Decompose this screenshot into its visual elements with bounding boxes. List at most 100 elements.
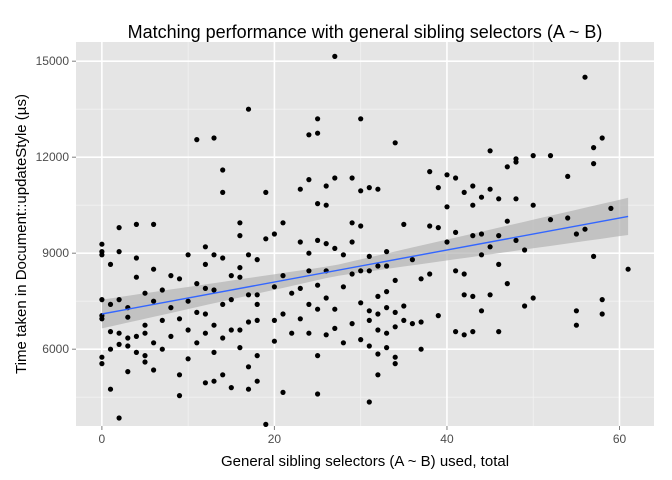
- data-point: [271, 338, 277, 344]
- data-point: [323, 295, 329, 301]
- data-point: [366, 308, 372, 314]
- data-point: [202, 380, 208, 386]
- x-tick-label: 60: [613, 432, 627, 446]
- data-point: [271, 284, 277, 290]
- data-point: [107, 329, 114, 335]
- data-point: [306, 250, 312, 256]
- data-point: [366, 317, 372, 323]
- data-point: [176, 372, 183, 378]
- data-point: [151, 266, 157, 272]
- data-point: [513, 196, 519, 202]
- data-point: [315, 237, 321, 243]
- data-point: [573, 308, 580, 314]
- data-point: [487, 292, 493, 298]
- data-point: [470, 202, 476, 208]
- chart-title: Matching performance with general siblin…: [128, 22, 603, 42]
- data-point: [504, 281, 510, 287]
- data-point: [254, 317, 260, 323]
- data-point: [220, 255, 226, 261]
- data-point: [125, 343, 131, 349]
- data-point: [116, 415, 122, 421]
- data-point: [384, 345, 390, 351]
- data-points: [99, 53, 631, 427]
- data-point: [340, 340, 346, 346]
- data-point: [332, 175, 338, 181]
- data-point: [547, 217, 554, 223]
- data-point: [254, 378, 260, 384]
- data-point: [220, 167, 226, 173]
- data-point: [116, 341, 122, 347]
- y-tick-label: 9000: [42, 246, 69, 260]
- data-point: [522, 247, 528, 253]
- data-point: [401, 221, 407, 227]
- y-tick-label: 12000: [36, 150, 70, 164]
- data-point: [366, 253, 372, 259]
- data-point: [625, 266, 631, 272]
- data-point: [340, 252, 346, 258]
- data-point: [478, 194, 485, 200]
- y-tick-label: 15000: [36, 54, 70, 68]
- data-point: [332, 53, 338, 60]
- data-point: [237, 274, 243, 280]
- x-tick-label: 40: [440, 432, 454, 446]
- data-point: [185, 298, 191, 304]
- data-point: [358, 116, 364, 122]
- data-point: [332, 325, 338, 331]
- data-point: [116, 249, 122, 255]
- data-point: [254, 301, 260, 307]
- data-point: [487, 148, 493, 154]
- data-point: [168, 333, 174, 339]
- data-point: [470, 233, 476, 239]
- data-point: [384, 289, 390, 295]
- data-point: [444, 239, 450, 245]
- data-point: [427, 223, 433, 229]
- data-point: [375, 311, 381, 317]
- data-point: [418, 346, 424, 352]
- data-point: [573, 231, 580, 237]
- data-point: [289, 330, 295, 336]
- data-point: [470, 183, 476, 189]
- data-point: [133, 274, 139, 280]
- data-point: [306, 268, 312, 274]
- confidence-band: [101, 197, 629, 329]
- data-point: [513, 237, 519, 243]
- data-point: [142, 359, 148, 365]
- data-point: [297, 316, 303, 322]
- data-point: [384, 305, 390, 311]
- data-point: [107, 261, 114, 267]
- data-point: [245, 106, 252, 112]
- data-point: [194, 281, 200, 287]
- data-point: [366, 399, 372, 405]
- data-point: [306, 132, 312, 138]
- data-point: [280, 220, 286, 226]
- data-point: [315, 353, 321, 359]
- data-point: [444, 172, 450, 178]
- data-point: [461, 332, 467, 338]
- data-point: [315, 391, 321, 397]
- data-point: [349, 239, 355, 245]
- data-point: [496, 233, 502, 239]
- data-point: [254, 353, 260, 359]
- data-point: [194, 137, 200, 143]
- data-point: [168, 273, 174, 279]
- data-point: [220, 335, 226, 341]
- data-point: [530, 295, 536, 301]
- data-point: [496, 261, 502, 267]
- data-point: [435, 225, 441, 231]
- data-point: [332, 245, 338, 251]
- data-point: [478, 252, 485, 258]
- data-point: [133, 333, 139, 339]
- data-point: [176, 316, 183, 322]
- data-point: [211, 349, 217, 355]
- data-point: [194, 309, 200, 315]
- data-point: [375, 372, 381, 378]
- data-point: [211, 378, 217, 384]
- data-point: [384, 249, 390, 255]
- data-point: [228, 273, 234, 279]
- data-point: [211, 322, 217, 328]
- data-point: [133, 255, 139, 261]
- data-point: [461, 271, 467, 277]
- data-point: [599, 297, 605, 303]
- data-point: [263, 189, 269, 195]
- y-tick-label: 6000: [42, 342, 69, 356]
